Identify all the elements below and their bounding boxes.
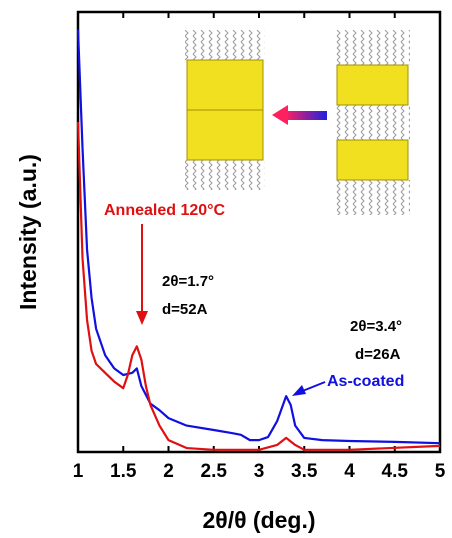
x-tick-label: 5: [435, 461, 446, 482]
annotation: 2θ=3.4°: [350, 318, 402, 335]
x-tick-label: 4.5: [382, 461, 409, 482]
x-axis-label: 2θ/θ (deg.): [202, 507, 315, 533]
x-tick-label: 1: [73, 461, 84, 482]
annotation: 2θ=1.7°: [162, 273, 214, 290]
y-axis-label: Intensity (a.u.): [15, 154, 41, 310]
annotation-arrows: [136, 224, 326, 396]
annotation: As-coated: [327, 373, 404, 390]
data-line: [76, 121, 441, 451]
annotation: d=26A: [355, 346, 401, 363]
x-tick-label: 4: [344, 461, 355, 482]
x-tick-label: 2: [163, 461, 174, 482]
x-tick-label: 3.5: [291, 461, 318, 482]
x-tick-label: 3: [254, 461, 265, 482]
illustration: [185, 30, 410, 215]
annotation: d=52A: [162, 301, 208, 318]
data-line: [76, 29, 441, 445]
annotation: Annealed 120°C: [104, 202, 226, 219]
x-tick-label: 2.5: [201, 461, 228, 482]
x-tick-label: 1.5: [110, 461, 137, 482]
